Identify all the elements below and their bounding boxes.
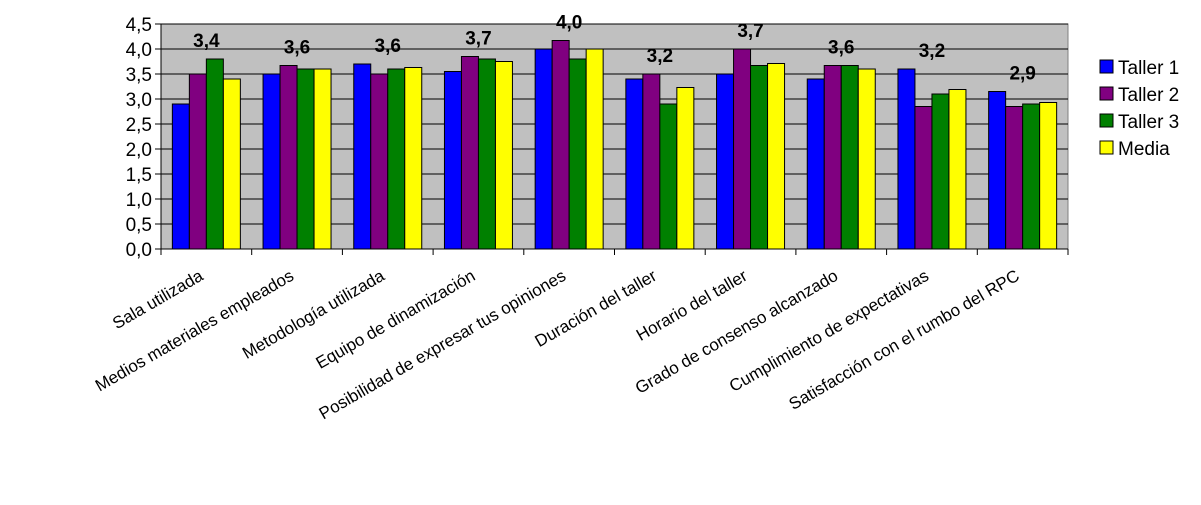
bar bbox=[857, 68, 876, 250]
bar bbox=[460, 56, 479, 250]
bar bbox=[370, 73, 389, 250]
y-tick-label: 0,0 bbox=[126, 240, 152, 261]
bar bbox=[279, 65, 298, 250]
bar bbox=[659, 103, 678, 250]
bar bbox=[733, 48, 752, 250]
bar bbox=[897, 68, 916, 250]
bar bbox=[823, 65, 842, 250]
y-tick-label: 0,5 bbox=[126, 215, 152, 236]
data-label: 3,4 bbox=[193, 31, 220, 52]
y-tick-label: 1,5 bbox=[126, 165, 152, 186]
legend-label: Taller 1 bbox=[1118, 58, 1179, 79]
bar bbox=[750, 65, 769, 250]
y-tick-label: 1,0 bbox=[126, 190, 152, 211]
bar bbox=[642, 73, 661, 250]
y-tick-label: 3,5 bbox=[126, 65, 152, 86]
bar bbox=[353, 63, 372, 250]
y-tick-label: 4,5 bbox=[126, 15, 152, 36]
bar bbox=[806, 78, 825, 250]
bar bbox=[387, 68, 406, 250]
data-label: 3,2 bbox=[647, 46, 673, 67]
y-tick-label: 3,0 bbox=[126, 90, 152, 111]
bar bbox=[625, 78, 644, 250]
bar bbox=[988, 91, 1007, 250]
data-label: 3,2 bbox=[919, 41, 945, 62]
bar bbox=[568, 58, 587, 250]
bar bbox=[948, 89, 967, 250]
bar bbox=[222, 78, 241, 250]
legend-label: Taller 2 bbox=[1118, 85, 1179, 106]
legend-swatch bbox=[1099, 113, 1114, 128]
data-label: 3,6 bbox=[828, 38, 854, 59]
data-label: 3,6 bbox=[284, 38, 310, 59]
y-tick-label: 2,0 bbox=[126, 140, 152, 161]
bar bbox=[767, 63, 786, 250]
bar bbox=[1005, 106, 1024, 250]
legend-swatch bbox=[1099, 140, 1114, 155]
category-label: Equipo de dinamización bbox=[313, 266, 479, 373]
bar bbox=[1022, 103, 1041, 250]
bar bbox=[443, 71, 462, 250]
bar bbox=[716, 73, 735, 250]
bar bbox=[840, 65, 859, 250]
data-label: 3,7 bbox=[737, 21, 763, 42]
legend-label: Media bbox=[1118, 139, 1170, 160]
data-label: 3,6 bbox=[375, 36, 401, 57]
bar bbox=[296, 68, 315, 250]
bar bbox=[477, 58, 496, 250]
bar bbox=[585, 48, 604, 250]
legend-swatch bbox=[1099, 59, 1114, 74]
bar bbox=[534, 48, 553, 250]
bar bbox=[931, 93, 950, 250]
data-label: 2,9 bbox=[1009, 64, 1035, 85]
bar bbox=[262, 73, 281, 250]
bar bbox=[205, 58, 224, 250]
bar bbox=[494, 61, 513, 250]
data-label: 4,0 bbox=[556, 13, 582, 34]
y-tick-label: 4,0 bbox=[126, 40, 152, 61]
legend-label: Taller 3 bbox=[1118, 112, 1179, 133]
bar bbox=[171, 103, 190, 250]
bar bbox=[313, 68, 332, 250]
bar bbox=[551, 40, 570, 250]
legend-swatch bbox=[1099, 86, 1114, 101]
bar bbox=[676, 87, 695, 250]
data-label: 3,7 bbox=[465, 29, 491, 50]
bar bbox=[188, 73, 207, 250]
bar bbox=[404, 67, 423, 250]
bar bbox=[1039, 102, 1058, 250]
bar bbox=[914, 106, 933, 250]
y-tick-label: 2,5 bbox=[126, 115, 152, 136]
